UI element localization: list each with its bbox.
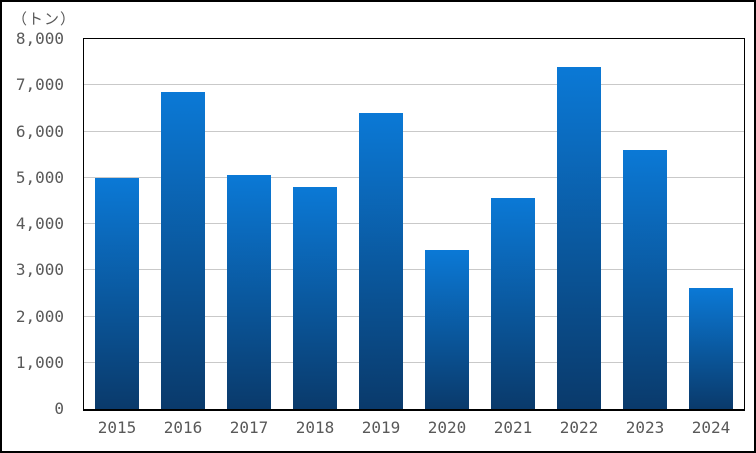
x-tick-label-2021: 2021 — [493, 418, 533, 437]
gridline-3000 — [84, 269, 744, 271]
y-tick-label-2000: 2,000 — [15, 307, 64, 326]
x-tick-label-2019: 2019 — [361, 418, 401, 437]
x-tick-label-2022: 2022 — [559, 418, 599, 437]
bar-2015 — [95, 178, 139, 409]
gridline-1000 — [84, 361, 744, 363]
x-tick-label-2018: 2018 — [295, 418, 335, 437]
x-tick-label-2016: 2016 — [163, 418, 203, 437]
bar-2016 — [161, 92, 205, 409]
y-tick-label-6000: 6,000 — [15, 122, 64, 141]
y-tick-label-1000: 1,000 — [15, 353, 64, 372]
y-tick-label-7000: 7,000 — [15, 75, 64, 94]
y-tick-label-4000: 4,000 — [15, 214, 64, 233]
bar-2021 — [491, 198, 535, 409]
bar-2023 — [623, 150, 667, 409]
plot-area — [83, 38, 745, 411]
y-tick-label-3000: 3,000 — [15, 260, 64, 279]
bar-2024 — [689, 288, 733, 409]
bar-2020 — [425, 250, 469, 409]
y-axis-unit-label: （トン） — [12, 10, 77, 28]
gridline-6000 — [84, 130, 744, 132]
y-tick-label-8000: 8,000 — [15, 29, 64, 48]
gridline-5000 — [84, 176, 744, 178]
x-tick-label-2017: 2017 — [229, 418, 269, 437]
x-tick-label-2015: 2015 — [97, 418, 137, 437]
x-tick-label-2023: 2023 — [625, 418, 665, 437]
y-tick-label-0: 0 — [54, 399, 64, 418]
x-tick-label-2024: 2024 — [691, 418, 731, 437]
bar-2018 — [293, 187, 337, 409]
bar-2019 — [359, 113, 403, 409]
bar-2017 — [227, 175, 271, 409]
bar-2022 — [557, 67, 601, 409]
gridline-2000 — [84, 315, 744, 317]
x-tick-label-2020: 2020 — [427, 418, 467, 437]
gridline-4000 — [84, 223, 744, 224]
gridline-7000 — [84, 84, 744, 86]
y-tick-label-5000: 5,000 — [15, 168, 64, 187]
